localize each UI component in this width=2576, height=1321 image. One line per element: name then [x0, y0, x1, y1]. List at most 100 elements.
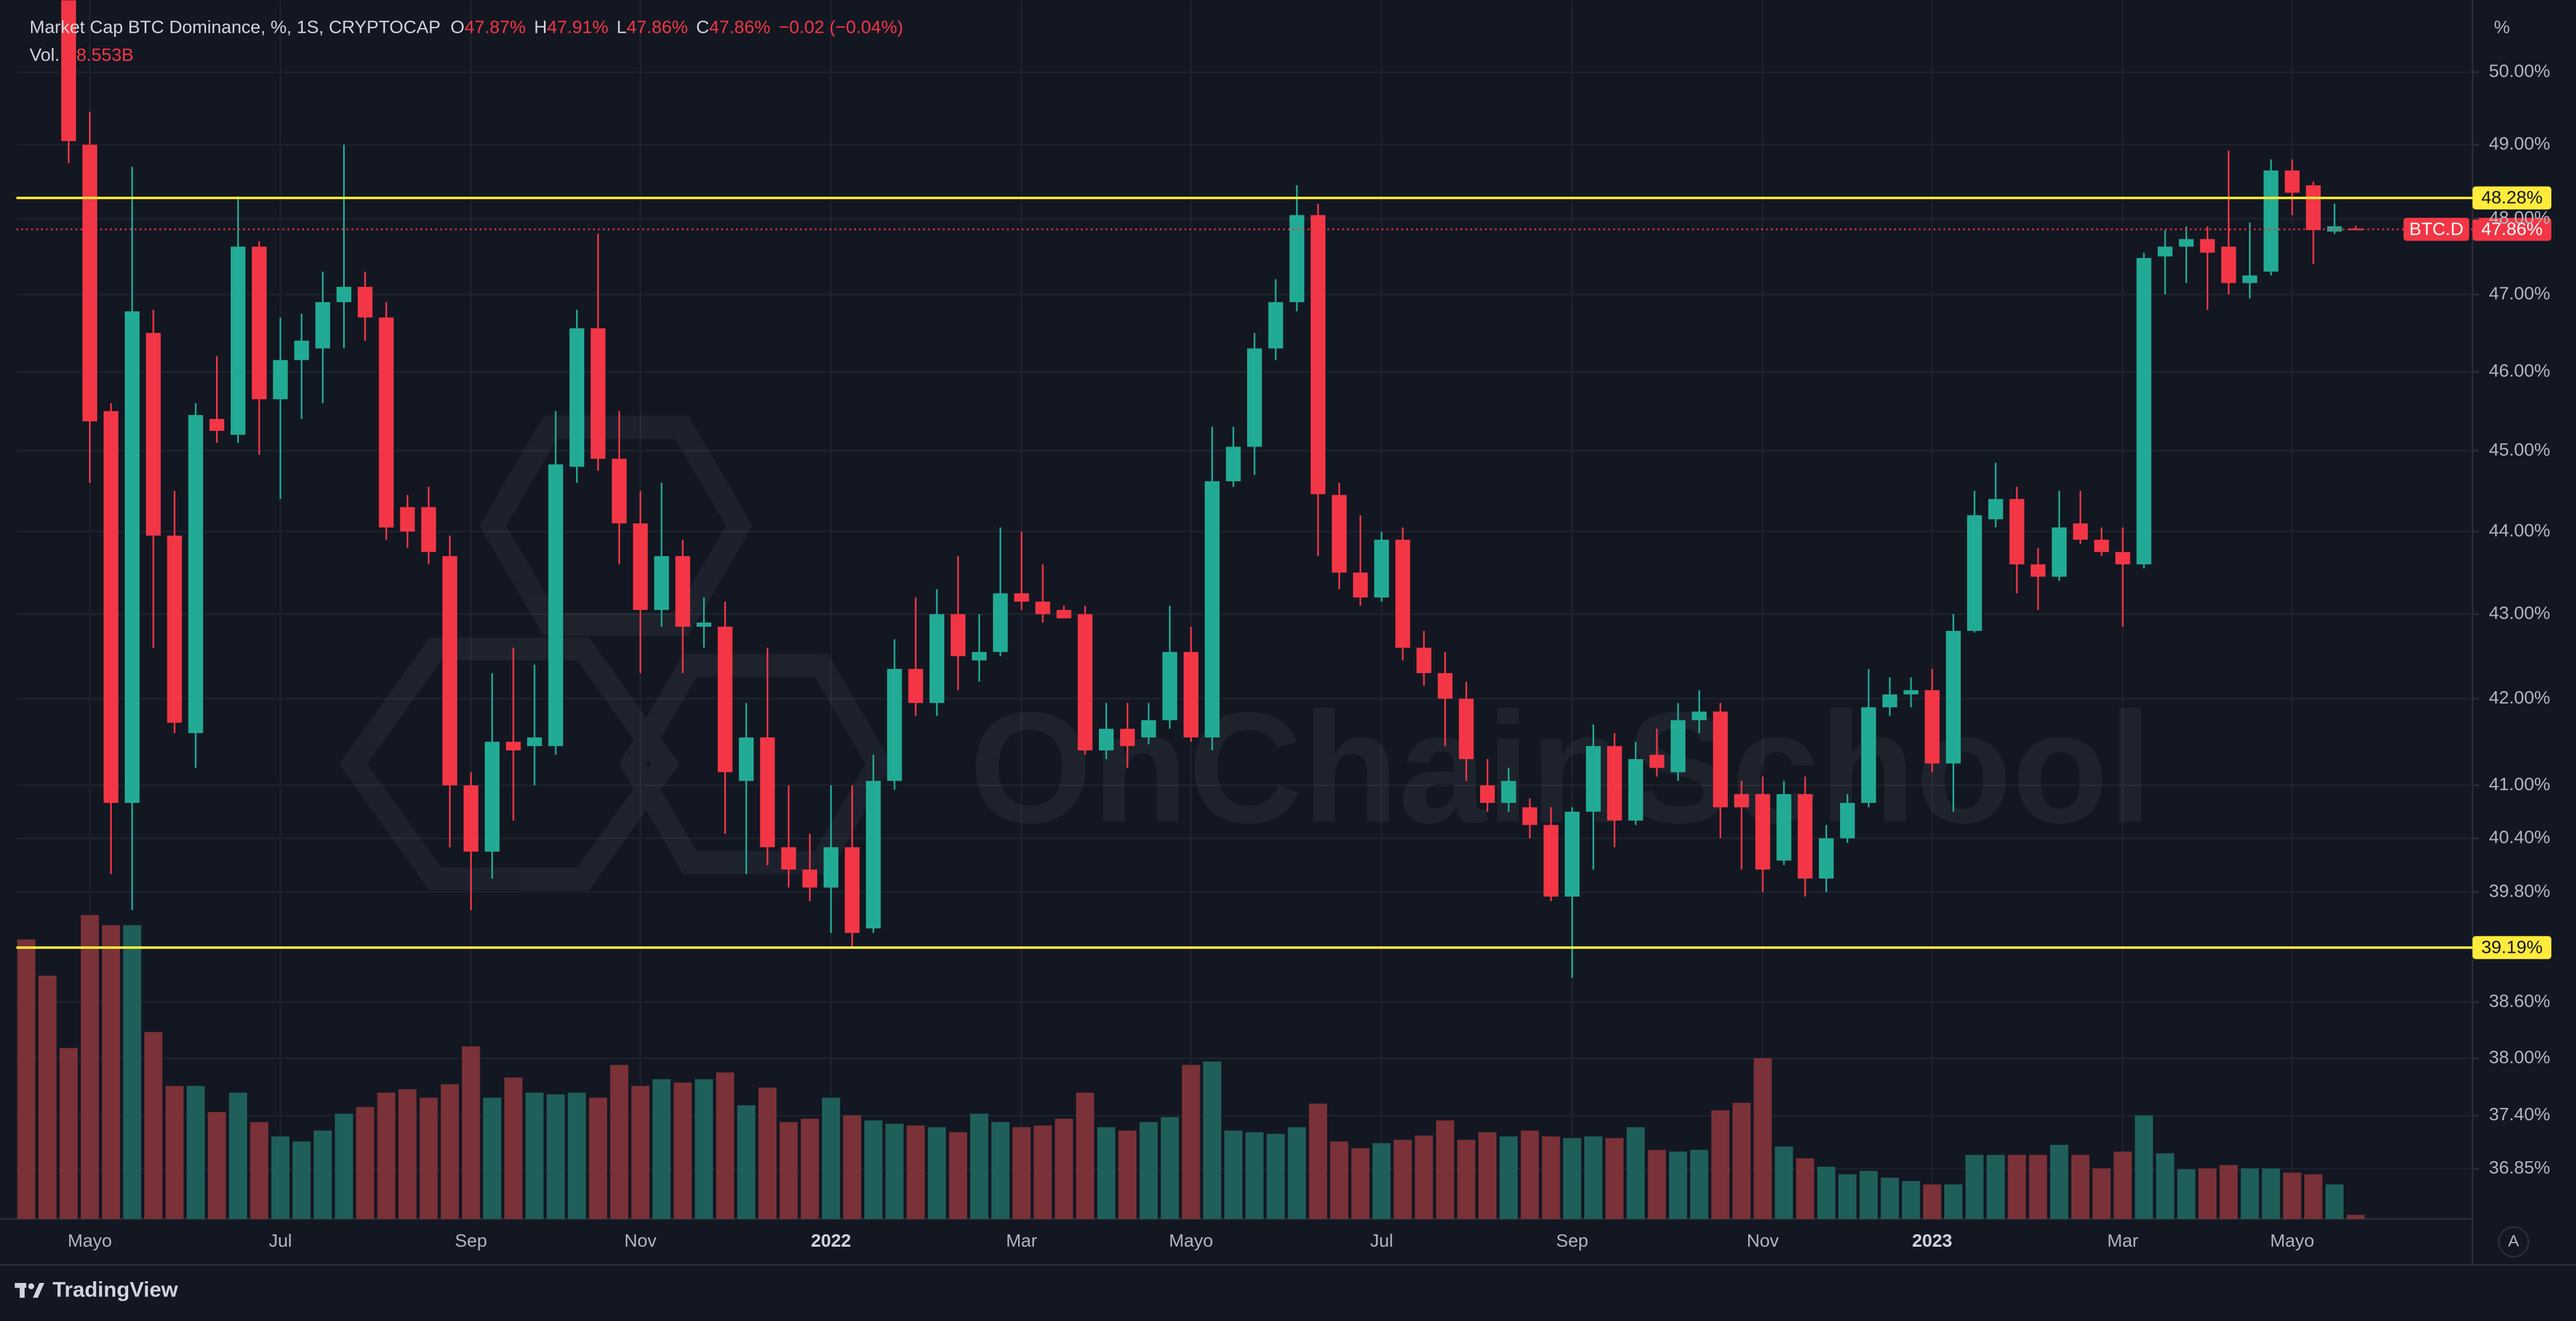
volume-bar: [1351, 1148, 1370, 1219]
candle-body: [654, 556, 669, 610]
volume-bar: [1817, 1166, 1835, 1219]
candle-body: [1310, 215, 1325, 495]
candle-body: [188, 415, 203, 733]
volume-bar: [2050, 1145, 2068, 1219]
candle-body: [421, 507, 436, 553]
candle-body: [1183, 651, 1198, 737]
volume-bar: [567, 1092, 586, 1219]
symbol-label: BTC.D: [2409, 218, 2464, 239]
candle-body: [400, 507, 415, 532]
candle-body: [823, 847, 839, 888]
volume-bar: [186, 1086, 205, 1219]
candle-body: [1035, 601, 1050, 615]
volume-bar: [1160, 1117, 1179, 1219]
volume-bar: [229, 1092, 248, 1219]
candle-body: [1141, 720, 1156, 737]
volume-bar: [1965, 1155, 1984, 1219]
x-tick-label: Mar: [2107, 1230, 2138, 1251]
candle-body: [696, 622, 711, 627]
volume-bar: [1287, 1127, 1306, 1219]
legend-key: O: [450, 16, 464, 37]
candle-body: [273, 360, 288, 400]
level-tag: [2472, 936, 2551, 959]
legend-volume-key: Vol.: [30, 44, 60, 65]
y-tick-label: 43.00%: [2489, 602, 2550, 623]
last-price-tag: [2472, 218, 2551, 241]
volume-bar: [716, 1072, 734, 1219]
candle-body: [146, 332, 161, 536]
candle-body: [1331, 495, 1347, 573]
volume-bar: [1563, 1138, 1581, 1219]
candle-body: [1098, 729, 1114, 751]
y-tick-label: 44.00%: [2489, 520, 2550, 540]
volume-bar: [123, 925, 142, 1219]
candle-body: [1628, 759, 1643, 821]
volume-bar: [1224, 1130, 1243, 1219]
y-tick-label: 39.80%: [2489, 880, 2550, 901]
volume-bar: [2008, 1155, 2026, 1219]
candle-body: [2221, 246, 2236, 283]
candle-body: [1924, 690, 1940, 764]
volume-bar: [80, 915, 99, 1219]
candle-body: [2136, 258, 2152, 565]
volume-bar: [335, 1113, 353, 1219]
candle-body: [463, 785, 479, 852]
brand-logo: [15, 1283, 44, 1298]
volume-bar: [1372, 1143, 1391, 1219]
y-tick-label: 41.00%: [2489, 774, 2550, 794]
volume-bar: [1033, 1125, 1052, 1219]
candle-body: [1839, 802, 1855, 839]
legend: Market Cap BTC Dominance, %, 1S, CRYPTOC…: [30, 16, 903, 65]
y-tick-label: 47.00%: [2489, 283, 2550, 303]
candle-body: [1416, 647, 1431, 674]
volume-bar: [2198, 1168, 2217, 1219]
volume-bar: [1732, 1103, 1751, 1219]
scale-button-frame[interactable]: [2498, 1226, 2530, 1258]
x-tick-label: Nov: [1746, 1230, 1779, 1251]
candle-body: [1882, 694, 1897, 708]
candle-body: [1480, 785, 1495, 803]
volume-bar: [462, 1046, 480, 1219]
x-tick-label: 2023: [1912, 1230, 1952, 1251]
candle-body: [866, 781, 881, 929]
candle-body: [358, 287, 373, 318]
brand: TradingView: [53, 1278, 179, 1302]
volume-bar: [2071, 1155, 2089, 1219]
candle-body: [1670, 720, 1686, 773]
volume-bar: [1859, 1171, 1878, 1219]
volume-bar: [419, 1097, 438, 1219]
unit-label: %: [2494, 16, 2510, 37]
candle-body: [908, 668, 923, 704]
candle-body: [781, 847, 796, 870]
candle-body: [1077, 614, 1093, 751]
candle-body: [485, 742, 500, 852]
volume-bar: [589, 1097, 607, 1219]
candle-body: [760, 737, 775, 848]
y-tick-label: 50.00%: [2489, 60, 2550, 81]
legend-key: L: [616, 16, 626, 37]
candle-body: [125, 311, 140, 803]
footer: [0, 1265, 2576, 1321]
volume-bar: [483, 1097, 502, 1219]
candle-body: [1861, 707, 1876, 803]
candle-body: [1374, 540, 1389, 598]
volume-bar: [1584, 1136, 1602, 1219]
candle-body: [802, 869, 817, 888]
volume-bar: [1775, 1146, 1793, 1219]
legend-value: 47.86%: [709, 16, 770, 37]
volume-bar: [694, 1079, 713, 1219]
scale-button[interactable]: A: [2508, 1231, 2519, 1250]
x-tick-label: Mayo: [68, 1230, 112, 1251]
volume-bar: [1414, 1135, 1433, 1219]
candle-body: [2306, 185, 2321, 231]
candle-body: [1903, 690, 1919, 695]
volume-bar: [1542, 1136, 1560, 1219]
volume-bar: [17, 939, 36, 1219]
volume-bar: [970, 1113, 989, 1219]
candle-body: [315, 302, 330, 349]
y-tick-label: 38.00%: [2489, 1046, 2550, 1067]
candle-body: [1247, 348, 1262, 447]
volume-bar: [504, 1077, 523, 1219]
volume-bar: [1330, 1141, 1348, 1219]
